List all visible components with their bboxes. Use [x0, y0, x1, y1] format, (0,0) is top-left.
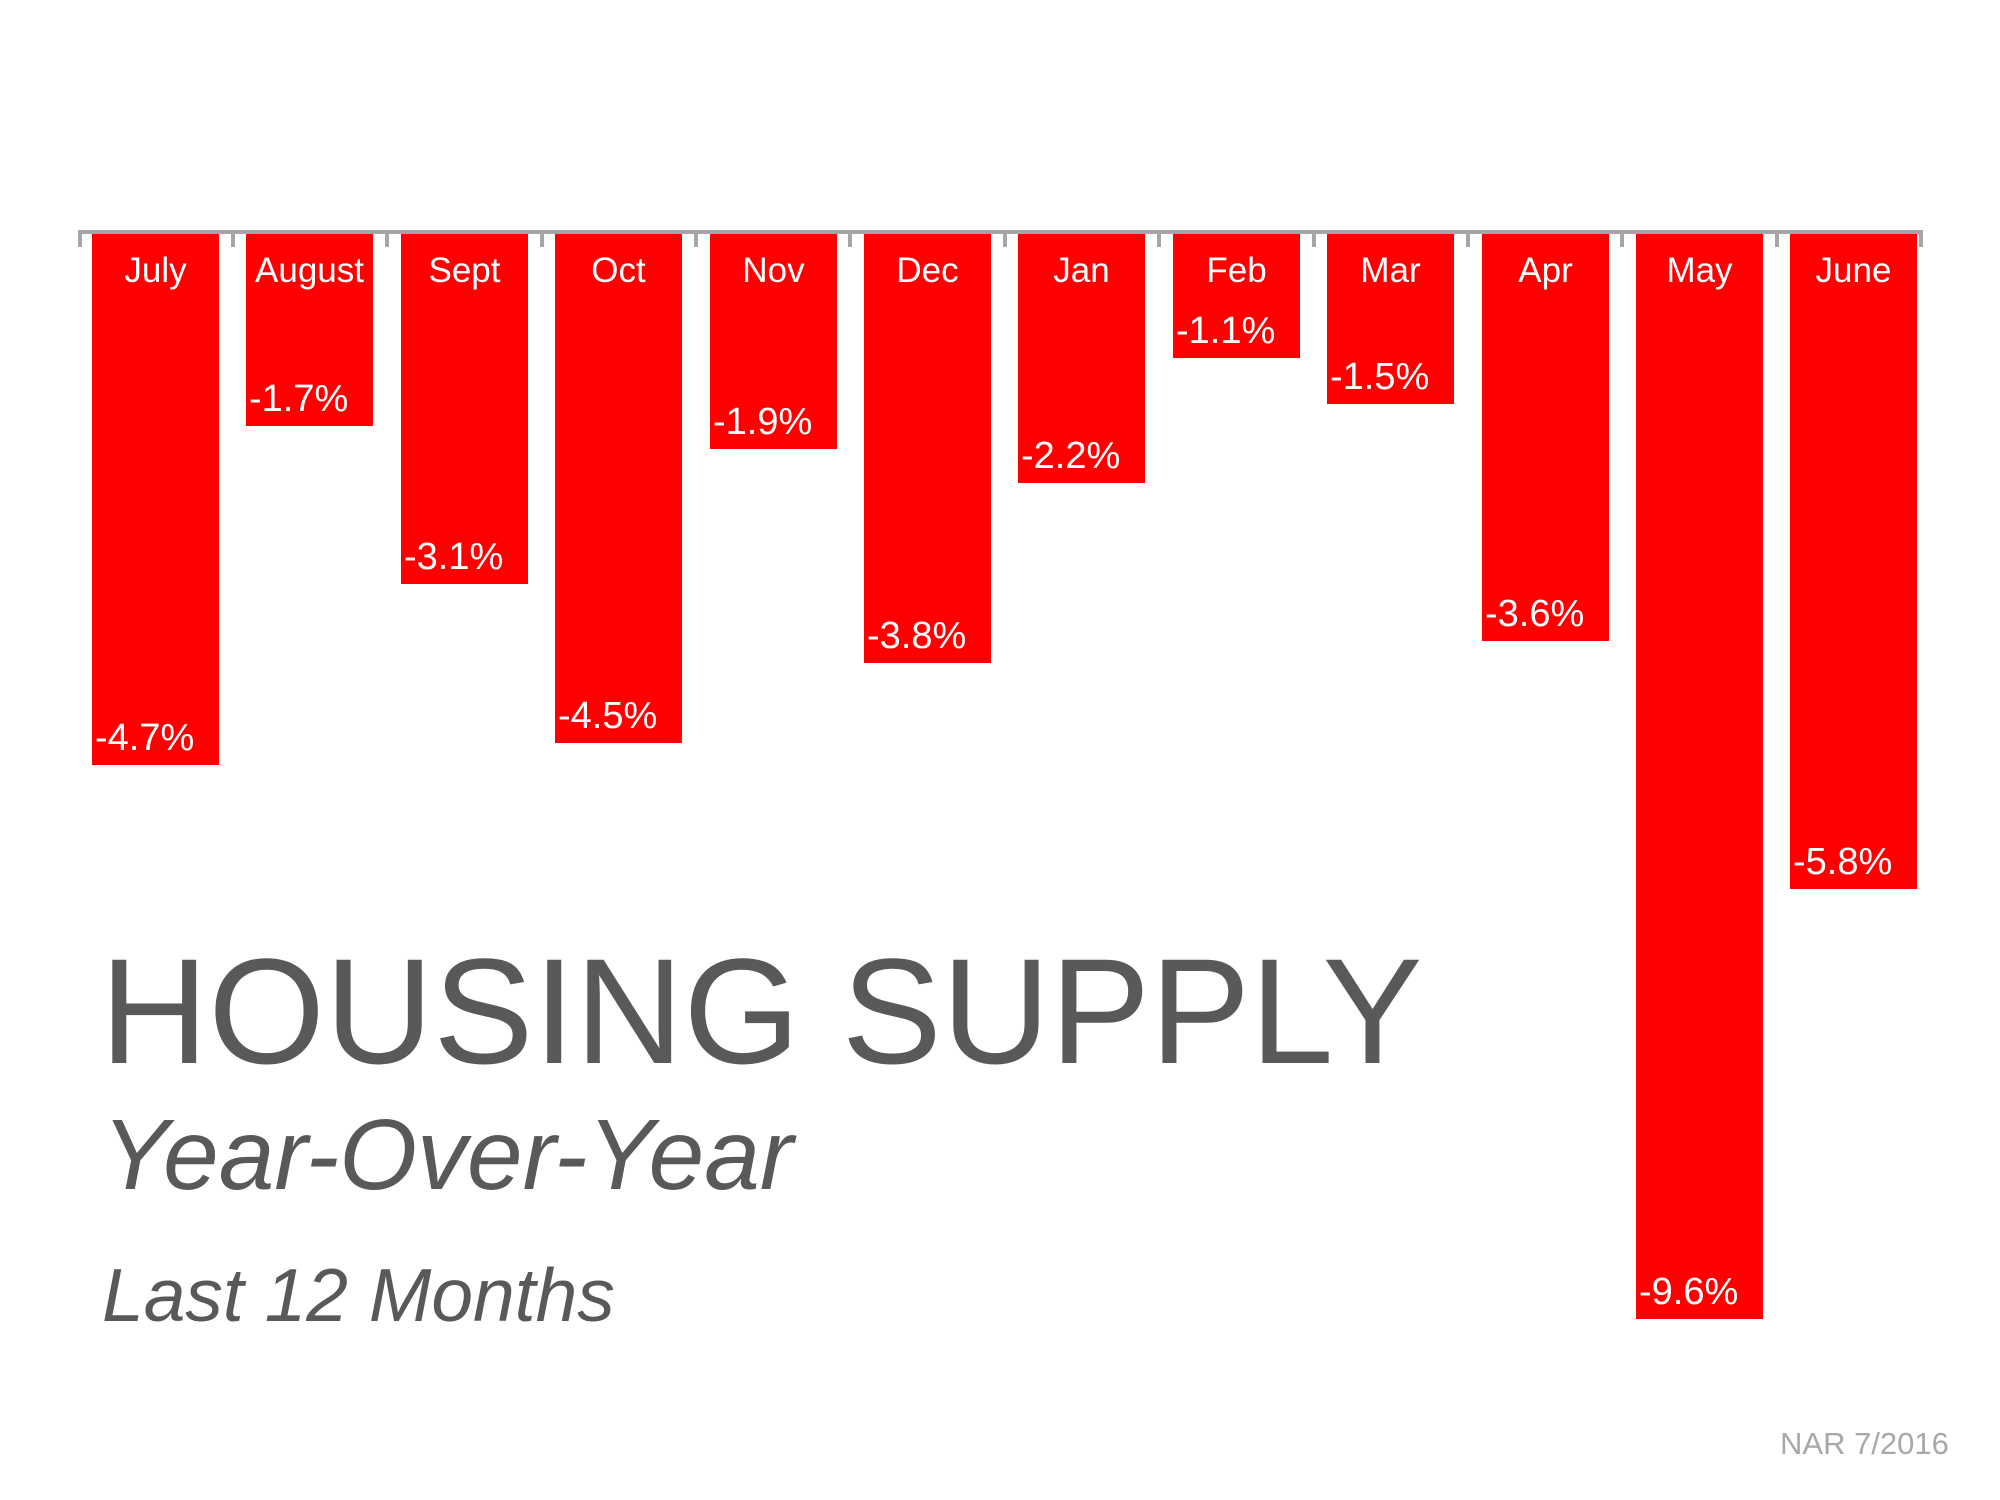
axis-tick — [231, 234, 235, 247]
month-label: Mar — [1360, 251, 1421, 290]
month-label: Nov — [742, 251, 805, 290]
bar-nov: Nov -1.9% — [710, 234, 837, 449]
value-label: -1.9% — [713, 401, 813, 443]
value-label: -1.7% — [249, 378, 349, 420]
value-label: -4.5% — [558, 695, 658, 737]
bar-sept: Sept -3.1% — [401, 234, 528, 584]
month-label: Oct — [591, 251, 646, 290]
month-label: Dec — [896, 251, 959, 290]
axis-tick — [694, 234, 698, 247]
value-label: -5.8% — [1793, 841, 1893, 883]
axis-tick — [1466, 234, 1470, 247]
chart-period-label: Last 12 Months — [102, 1253, 615, 1337]
month-label: Jan — [1053, 251, 1110, 290]
x-axis-line — [78, 230, 1923, 234]
bar-may: May -9.6% — [1636, 234, 1763, 1319]
source-note: NAR 7/2016 — [1780, 1426, 1949, 1461]
month-label: August — [255, 251, 364, 290]
month-label: Apr — [1518, 251, 1573, 290]
month-label: Feb — [1206, 251, 1267, 290]
value-label: -3.1% — [404, 536, 504, 578]
axis-tick — [1003, 234, 1007, 247]
bar-chart: July -4.7% August -1.7% Sept -3.1% Oct -4.5% Nov… — [78, 230, 1923, 1350]
bar-june: June -5.8% — [1790, 234, 1917, 889]
month-label: July — [124, 251, 187, 290]
bar-mar: Mar -1.5% — [1327, 234, 1454, 404]
axis-tick — [385, 234, 389, 247]
bar-august: August -1.7% — [246, 234, 373, 426]
value-label: -4.7% — [95, 717, 195, 759]
value-label: -1.1% — [1176, 310, 1276, 352]
bar-feb: Feb -1.1% — [1173, 234, 1300, 358]
chart-subtitle: Year-Over-Year — [102, 1099, 794, 1211]
bar-oct: Oct -4.5% — [555, 234, 682, 743]
axis-tick — [848, 234, 852, 247]
axis-tick — [1919, 234, 1923, 247]
axis-tick — [1775, 234, 1779, 247]
bar-dec: Dec -3.8% — [864, 234, 991, 663]
month-label: May — [1666, 251, 1733, 290]
value-label: -2.2% — [1021, 435, 1121, 477]
month-label: Sept — [428, 251, 501, 290]
value-label: -3.8% — [867, 615, 967, 657]
value-label: -3.6% — [1485, 593, 1585, 635]
bar-apr: Apr -3.6% — [1482, 234, 1609, 641]
value-label: -9.6% — [1639, 1271, 1739, 1313]
value-label: -1.5% — [1330, 356, 1430, 398]
month-label: June — [1815, 251, 1892, 290]
axis-tick — [1312, 234, 1316, 247]
axis-tick — [540, 234, 544, 247]
axis-tick — [78, 234, 82, 247]
chart-title: HOUSING SUPPLY — [100, 927, 1423, 1095]
axis-tick — [1157, 234, 1161, 247]
bar-july: July -4.7% — [92, 234, 219, 765]
bar-jan: Jan -2.2% — [1018, 234, 1145, 483]
axis-tick — [1620, 234, 1624, 247]
